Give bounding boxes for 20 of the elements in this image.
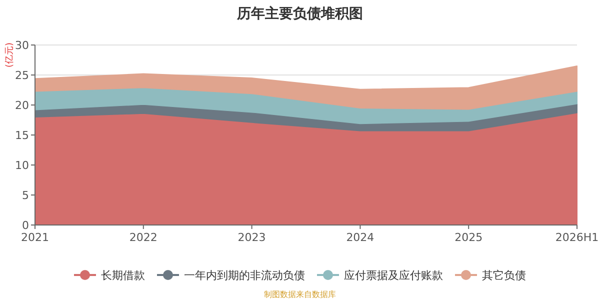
text: 制图数据来自数据库 — [264, 290, 336, 299]
x-tick-label: 2024 — [346, 231, 374, 244]
y-tick-label: 20 — [15, 99, 29, 112]
x-tick-label: 2026H1 — [555, 231, 599, 244]
y-tick-label: 15 — [15, 129, 29, 142]
x-tick-label: 2022 — [129, 231, 158, 244]
y-tick-label: 10 — [15, 159, 29, 172]
y-tick-label: 25 — [15, 69, 29, 82]
legend-label: 一年内到期的非流动负债 — [184, 269, 305, 282]
y-axis-title: (亿元) — [4, 42, 15, 68]
legend-label: 长期借款 — [101, 269, 145, 282]
y-tick-label: 0 — [22, 219, 29, 232]
x-tick-label: 2023 — [238, 231, 266, 244]
x-tick-label: 2021 — [21, 231, 49, 244]
y-tick-label: 30 — [15, 39, 29, 52]
legend-label: 应付票据及应付账款 — [344, 269, 443, 282]
y-tick-label: 5 — [22, 189, 29, 202]
x-tick-label: 2025 — [454, 231, 483, 244]
legend-label: 其它负债 — [482, 269, 526, 282]
chart-title: 历年主要负债堆积图 — [236, 5, 363, 22]
